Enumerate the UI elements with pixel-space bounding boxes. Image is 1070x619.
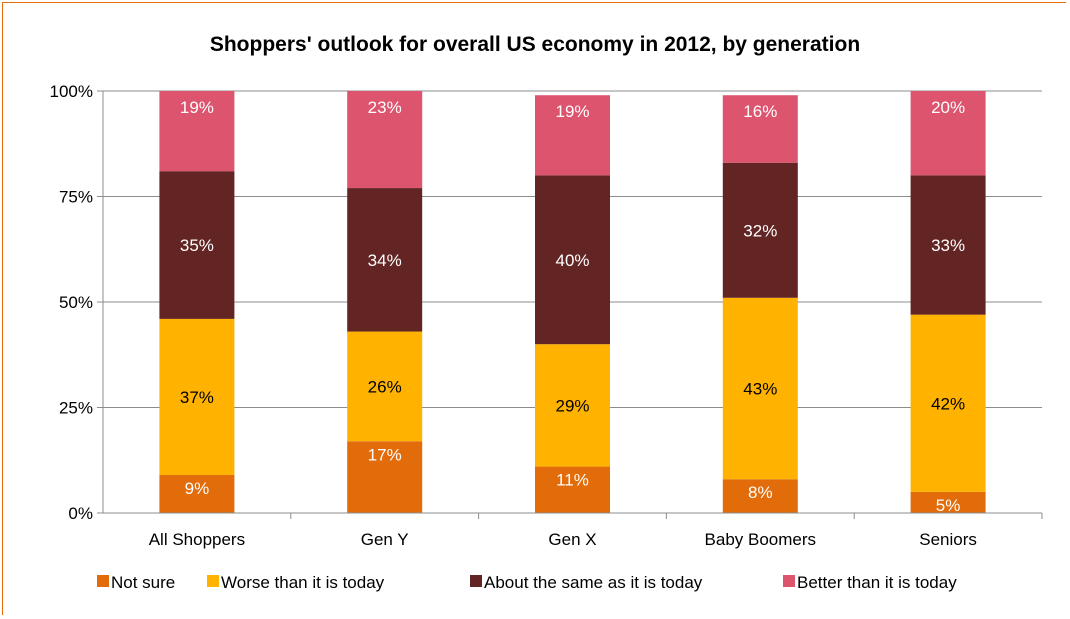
x-tick-label: Seniors: [919, 530, 977, 549]
bar-segment: [347, 331, 423, 442]
x-tick-label: All Shoppers: [149, 530, 245, 549]
data-label: 19%: [180, 98, 214, 117]
data-label: 35%: [180, 236, 214, 255]
x-tick-label: Gen X: [548, 530, 596, 549]
legend-label: Worse than it is today: [221, 573, 385, 592]
y-tick-label: 75%: [59, 188, 93, 207]
y-tick-label: 25%: [59, 399, 93, 418]
legend-swatch: [207, 575, 219, 587]
x-tick-label: Gen Y: [361, 530, 409, 549]
data-label: 32%: [743, 221, 777, 240]
x-tick-label: Baby Boomers: [705, 530, 817, 549]
data-label: 34%: [368, 251, 402, 270]
y-tick-label: 50%: [59, 293, 93, 312]
legend-label: Not sure: [111, 573, 175, 592]
data-label: 17%: [368, 445, 402, 464]
data-label: 33%: [931, 236, 965, 255]
legend-swatch: [97, 575, 109, 587]
bar-segment: [535, 95, 610, 176]
legend-swatch: [783, 575, 795, 587]
data-label: 40%: [555, 251, 589, 270]
legend-swatch: [470, 575, 482, 587]
bar-segment: [910, 175, 986, 315]
legend-label: About the same as it is today: [484, 573, 703, 592]
data-label: 8%: [748, 483, 773, 502]
data-label: 5%: [936, 496, 961, 515]
chart-title: Shoppers' outlook for overall US economy…: [209, 33, 861, 56]
y-tick-label: 0%: [68, 504, 93, 523]
bar-segment: [347, 441, 423, 513]
bar-segment: [347, 188, 423, 332]
data-label: 19%: [555, 102, 589, 121]
data-label: 20%: [931, 98, 965, 117]
bar-segment: [159, 91, 235, 172]
data-label: 23%: [368, 98, 402, 117]
data-label: 26%: [368, 377, 402, 396]
bar-segment: [535, 466, 610, 513]
bar-segment: [722, 95, 798, 163]
bar-segment: [910, 491, 986, 513]
data-label: 9%: [185, 479, 210, 498]
bar-segment: [159, 171, 235, 319]
bar-segment: [347, 91, 423, 189]
bar-segment: [159, 475, 235, 513]
bar-segment: [535, 175, 610, 345]
bar-segment: [159, 318, 235, 476]
bar-segment: [722, 479, 798, 513]
legend-label: Better than it is today: [797, 573, 957, 592]
y-tick-label: 100%: [50, 82, 93, 101]
bar-segment: [910, 314, 986, 492]
bar-segment: [535, 344, 610, 467]
data-label: 42%: [931, 394, 965, 413]
bar-segment: [722, 297, 798, 480]
data-label: 37%: [180, 388, 214, 407]
data-label: 43%: [743, 380, 777, 399]
data-label: 11%: [556, 471, 589, 490]
bar-segment: [910, 91, 986, 176]
data-label: 29%: [555, 396, 589, 415]
bar-segment: [722, 162, 798, 298]
data-label: 16%: [743, 102, 777, 121]
